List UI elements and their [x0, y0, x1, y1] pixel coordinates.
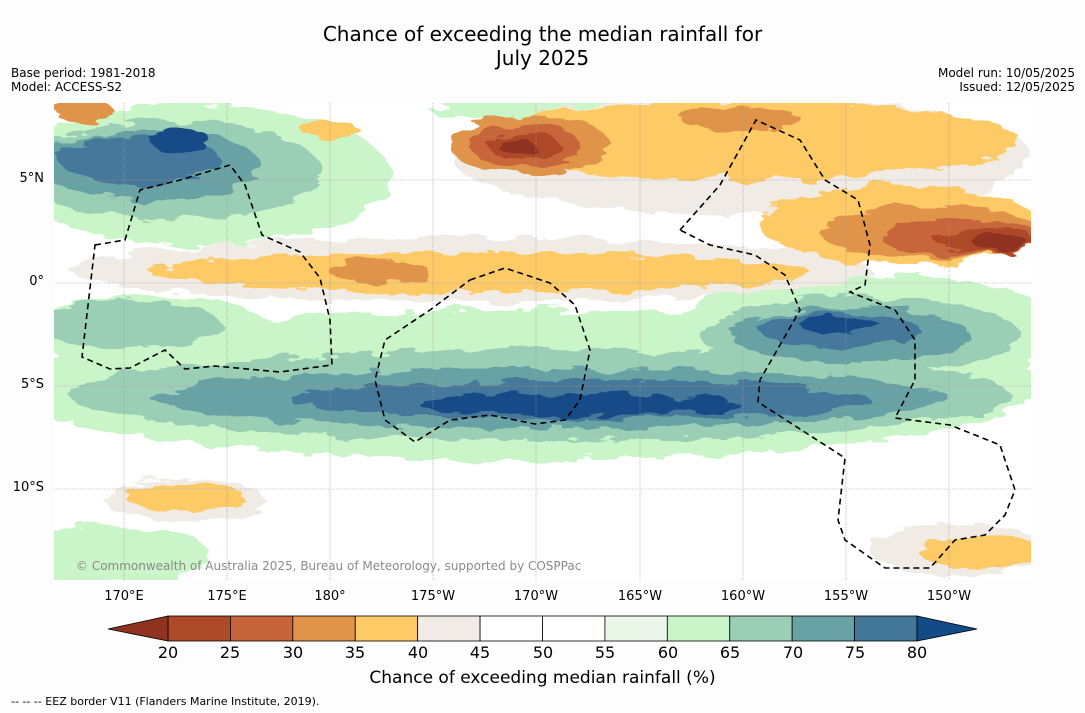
- colorbar-tick: 20: [157, 643, 179, 662]
- colorbar-cell: [354, 615, 419, 642]
- colorbar-cell: [604, 615, 668, 642]
- base-period: Base period: 1981-2018: [11, 66, 156, 80]
- page-title: Chance of exceeding the median rainfall …: [322, 22, 763, 70]
- colorbar-cell: [666, 615, 731, 642]
- dry-region: [330, 260, 430, 284]
- model-name: Model: ACCESS-S2: [11, 80, 123, 94]
- colorbar-cell: [479, 615, 543, 642]
- dry-region: [920, 534, 1031, 570]
- colorbar-tick: 40: [407, 643, 429, 662]
- wet-region: [54, 525, 210, 580]
- colorbar-cell: [542, 615, 606, 642]
- colorbar-tick: 65: [719, 643, 741, 662]
- run-info: Model run: 10/05/2025 Issued: 12/05/2025: [938, 66, 1075, 94]
- lat-label-10s: 10°S: [12, 480, 44, 495]
- colorbar-tick: 45: [469, 643, 491, 662]
- lon-label: 155°W: [823, 589, 869, 604]
- dry-region: [125, 482, 245, 512]
- lon-label: 175°W: [410, 589, 456, 604]
- colorbar-tick: 60: [657, 643, 679, 662]
- model-info: Base period: 1981-2018 Model: ACCESS-S2: [11, 66, 156, 94]
- colorbar-tick: 30: [282, 643, 304, 662]
- colorbar-cell: [854, 615, 918, 642]
- colorbar-extend-high: [916, 615, 978, 642]
- lon-label: 150°W: [926, 589, 972, 604]
- colorbar-extend-low: [107, 615, 169, 642]
- colorbar-cell: [292, 615, 356, 642]
- colorbar-tick: 80: [906, 643, 928, 662]
- dry-region: [460, 103, 1020, 180]
- lat-label-5s: 5°S: [20, 377, 44, 392]
- colorbar-cell: [729, 615, 793, 642]
- lon-label: 160°W: [720, 589, 766, 604]
- wet-region: [800, 317, 880, 333]
- colorbar-cell: [230, 615, 294, 642]
- colorbar-tick: 75: [844, 643, 866, 662]
- eez-border: [81, 118, 1016, 569]
- colorbar-tick: 50: [532, 643, 554, 662]
- wet-region: [150, 128, 210, 152]
- map-field: [54, 103, 1031, 580]
- colorbar-tick: 70: [782, 643, 804, 662]
- lon-label: 170°E: [104, 589, 144, 604]
- colorbar-cell: [417, 615, 481, 642]
- dry-region: [680, 106, 800, 130]
- lon-label: 180°: [314, 589, 346, 604]
- colorbar: [107, 615, 978, 642]
- colorbar-tick: 55: [594, 643, 616, 662]
- issued-date: Issued: 12/05/2025: [959, 80, 1075, 94]
- colorbar-tick: 25: [219, 643, 241, 662]
- lon-label: 165°W: [617, 589, 663, 604]
- lon-label: 170°W: [513, 589, 559, 604]
- wet-region: [54, 300, 220, 350]
- colorbar-label: Chance of exceeding median rainfall (%): [369, 668, 716, 688]
- dry-region: [150, 252, 810, 292]
- colorbar-cell: [167, 615, 231, 642]
- dry-region: [500, 140, 536, 156]
- map-credit: © Commonwealth of Australia 2025, Bureau…: [76, 559, 582, 573]
- model-run: Model run: 10/05/2025: [937, 66, 1075, 80]
- dry-region: [972, 235, 1028, 249]
- lat-label-5n: 5°N: [19, 171, 45, 186]
- lon-label: 175°E: [207, 589, 247, 604]
- dry-region: [55, 103, 115, 122]
- eez-legend: -- -- -- EEZ border V11 (Flanders Marine…: [11, 695, 320, 708]
- colorbar-cell: [791, 615, 855, 642]
- wet-region: [420, 394, 740, 416]
- lat-label-equator: 0°: [29, 274, 44, 289]
- graticule: [54, 103, 1031, 580]
- colorbar-tick: 35: [344, 643, 366, 662]
